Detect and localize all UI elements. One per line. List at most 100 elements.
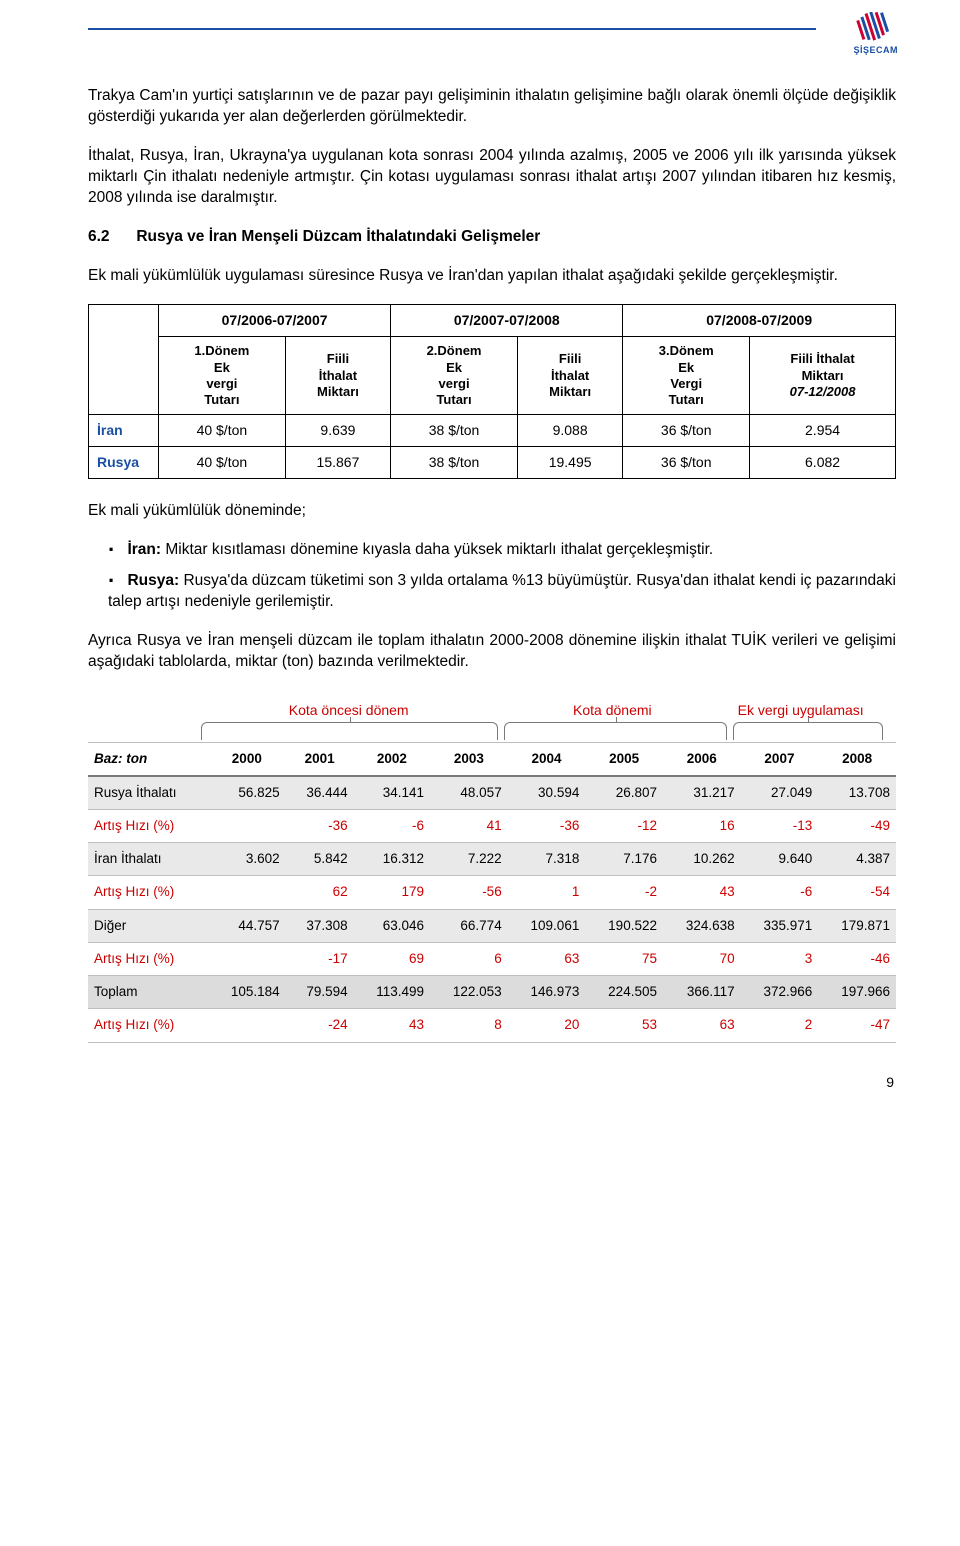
t2-cell: 13.708	[818, 776, 896, 810]
t2-cell: 62	[286, 876, 354, 909]
bullet-iran-text: Miktar kısıtlaması dönemine kıyasla daha…	[161, 541, 713, 558]
historical-import-table: Baz: ton20002001200220032004200520062007…	[88, 742, 896, 1043]
historical-import-table-block: Kota öncesi dönemKota dönemiEk vergi uyg…	[88, 701, 896, 1043]
t2-cell: -2	[585, 876, 663, 909]
t2-cell: 10.262	[663, 843, 741, 876]
t2-cell: 335.971	[741, 909, 819, 942]
t2-cell: 43	[354, 1009, 430, 1042]
t2-row-label: Toplam	[88, 976, 208, 1009]
t2-cell	[208, 942, 286, 975]
paragraph-5: Ayrıca Rusya ve İran menşeli düzcam ile …	[88, 631, 896, 673]
t1-cell: 9.088	[517, 415, 622, 447]
t2-cell: -12	[585, 809, 663, 842]
t2-cell: 16.312	[354, 843, 430, 876]
t2-cell: 43	[663, 876, 741, 909]
t2-cell: -47	[818, 1009, 896, 1042]
t2-cell: 105.184	[208, 976, 286, 1009]
bullet-iran-label: İran:	[127, 541, 161, 558]
t2-cell: 3	[741, 942, 819, 975]
t1-cell: 15.867	[285, 447, 390, 479]
t2-cell: -13	[741, 809, 819, 842]
t2-row-label: Artış Hızı (%)	[88, 876, 208, 909]
t2-cell: 197.966	[818, 976, 896, 1009]
t2-year-header: 2000	[208, 742, 286, 776]
t2-cell: -24	[286, 1009, 354, 1042]
t2-cell: 63	[508, 942, 586, 975]
bullet-rusya-text: Rusya'da düzcam tüketimi son 3 yılda ort…	[108, 572, 896, 610]
t1-period-1: 07/2006-07/2007	[159, 305, 391, 337]
t2-cell: 122.053	[430, 976, 508, 1009]
t2-row-label: Artış Hızı (%)	[88, 942, 208, 975]
t2-cell: 4.387	[818, 843, 896, 876]
t2-cell: 66.774	[430, 909, 508, 942]
t2-period-label: Ek vergi uygulaması	[725, 701, 876, 720]
bullet-rusya: Rusya: Rusya'da düzcam tüketimi son 3 yı…	[108, 571, 896, 613]
t2-row-label: Artış Hızı (%)	[88, 1009, 208, 1042]
t2-cell: 6	[430, 942, 508, 975]
t2-cell: -6	[741, 876, 819, 909]
brace-icon	[201, 722, 498, 740]
t2-row-label: İran İthalatı	[88, 843, 208, 876]
t2-cell: 79.594	[286, 976, 354, 1009]
t2-cell: 190.522	[585, 909, 663, 942]
t2-cell: 146.973	[508, 976, 586, 1009]
t1-period-3: 07/2008-07/2009	[623, 305, 896, 337]
t2-year-header: 2004	[508, 742, 586, 776]
t2-cell: 2	[741, 1009, 819, 1042]
t2-year-header: 2008	[818, 742, 896, 776]
t2-cell: 70	[663, 942, 741, 975]
t2-cell: 56.825	[208, 776, 286, 810]
t2-cell: 34.141	[354, 776, 430, 810]
t2-year-header: 2002	[354, 742, 430, 776]
t2-cell: 324.638	[663, 909, 741, 942]
logo-icon	[853, 12, 893, 42]
t2-row-label: Diğer	[88, 909, 208, 942]
t1-cell: 9.639	[285, 415, 390, 447]
t2-cell: 75	[585, 942, 663, 975]
t2-cell: 109.061	[508, 909, 586, 942]
t2-cell: 113.499	[354, 976, 430, 1009]
t2-cell: -36	[286, 809, 354, 842]
section-number: 6.2	[88, 227, 132, 248]
t2-cell: 63.046	[354, 909, 430, 942]
t1-period-2: 07/2007-07/2008	[391, 305, 623, 337]
t2-cell: 30.594	[508, 776, 586, 810]
t2-cell: 36.444	[286, 776, 354, 810]
t1-subheader: FiiliİthalatMiktarı	[517, 337, 622, 415]
t1-cell: 40 $/ton	[159, 447, 286, 479]
t1-subheader: 1.DönemEkvergiTutarı	[159, 337, 286, 415]
t2-row-label: Artış Hızı (%)	[88, 809, 208, 842]
t2-baz-label: Baz: ton	[88, 742, 208, 776]
brace-icon	[733, 722, 883, 740]
t2-cell: 7.318	[508, 843, 586, 876]
t2-cell	[208, 1009, 286, 1042]
t2-cell: 37.308	[286, 909, 354, 942]
t2-cell: 8	[430, 1009, 508, 1042]
bullet-rusya-label: Rusya:	[127, 572, 179, 589]
t1-cell: 38 $/ton	[391, 447, 518, 479]
t1-cell: 6.082	[750, 447, 896, 479]
t1-subheader: Fiili İthalatMiktarı07-12/2008	[750, 337, 896, 415]
t2-cell: 179.871	[818, 909, 896, 942]
paragraph-4: Ek mali yükümlülük döneminde;	[88, 501, 896, 522]
t1-row-label: Rusya	[89, 447, 159, 479]
t1-cell: 36 $/ton	[623, 415, 750, 447]
t2-cell: 3.602	[208, 843, 286, 876]
t2-cell: 41	[430, 809, 508, 842]
t2-cell: 48.057	[430, 776, 508, 810]
t1-cell: 40 $/ton	[159, 415, 286, 447]
t2-cell: -56	[430, 876, 508, 909]
t2-cell	[208, 876, 286, 909]
bullet-iran: İran: Miktar kısıtlaması dönemine kıyasl…	[108, 540, 896, 561]
t2-cell: -6	[354, 809, 430, 842]
t1-subheader: 2.DönemEkvergiTutarı	[391, 337, 518, 415]
t2-year-header: 2005	[585, 742, 663, 776]
t2-year-header: 2006	[663, 742, 741, 776]
t2-cell: 1	[508, 876, 586, 909]
t2-cell: -36	[508, 809, 586, 842]
t2-cell: -17	[286, 942, 354, 975]
t2-cell: 5.842	[286, 843, 354, 876]
t2-cell: -54	[818, 876, 896, 909]
header-rule	[88, 28, 816, 30]
section-title-text: Rusya ve İran Menşeli Düzcam İthalatında…	[136, 228, 540, 245]
